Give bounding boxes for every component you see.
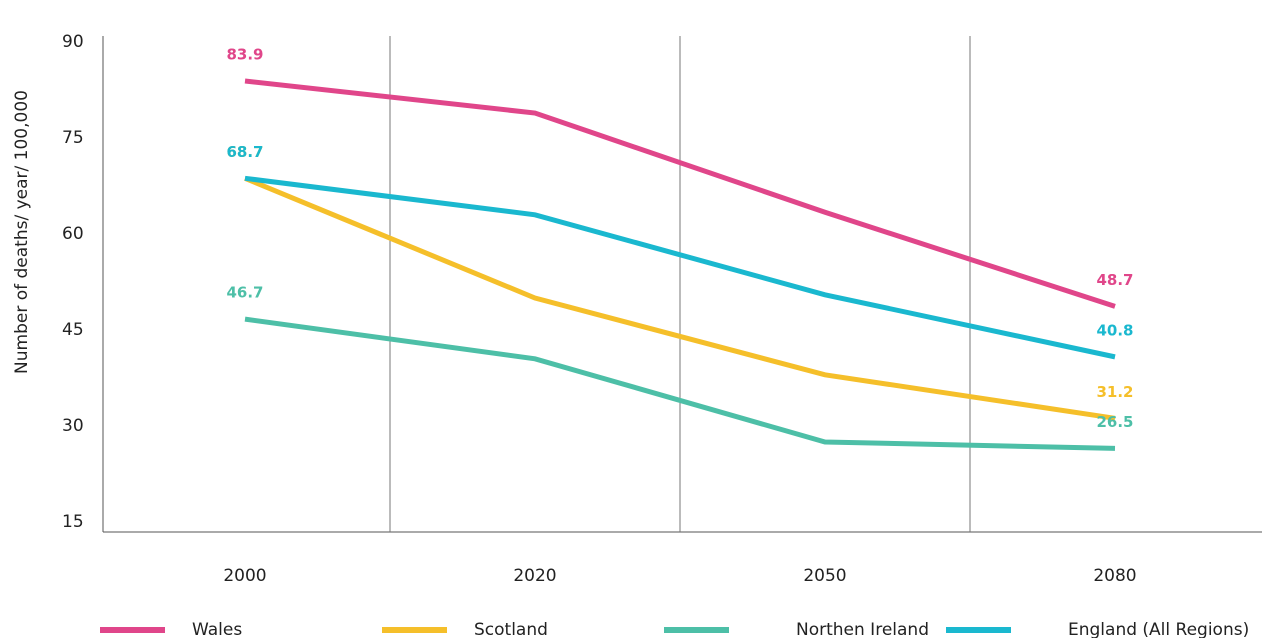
y-tick-label: 15 xyxy=(62,512,84,532)
x-tick-label: 2050 xyxy=(803,566,846,586)
y-tick-label: 75 xyxy=(62,128,84,148)
legend-label: Wales xyxy=(192,620,242,638)
series-line xyxy=(244,78,1116,309)
data-label: 68.7 xyxy=(226,143,263,161)
y-axis-label: Number of deaths/ year/ 100,000 xyxy=(12,90,32,374)
legend-label: England (All Regions) xyxy=(1068,620,1249,638)
x-tick-label: 2080 xyxy=(1093,566,1136,586)
y-tick-label: 45 xyxy=(62,320,84,340)
series-line xyxy=(244,176,1116,421)
legend-label: Scotland xyxy=(474,620,548,638)
data-label: 40.8 xyxy=(1096,321,1133,339)
y-tick-label: 90 xyxy=(62,32,84,52)
data-label: 26.5 xyxy=(1096,413,1133,431)
legend-label: Northen Ireland xyxy=(796,620,929,638)
x-tick-label: 2000 xyxy=(223,566,266,586)
y-tick-label: 60 xyxy=(62,224,84,244)
data-label: 68.7 xyxy=(226,143,263,161)
data-label: 31.2 xyxy=(1096,383,1133,401)
data-label: 83.9 xyxy=(226,46,263,64)
x-tick-label: 2020 xyxy=(513,566,556,586)
y-tick-label: 30 xyxy=(62,416,84,436)
data-label: 48.7 xyxy=(1096,271,1133,289)
series-line xyxy=(244,175,1116,360)
series-line xyxy=(244,316,1116,451)
data-label: 46.7 xyxy=(226,284,263,302)
